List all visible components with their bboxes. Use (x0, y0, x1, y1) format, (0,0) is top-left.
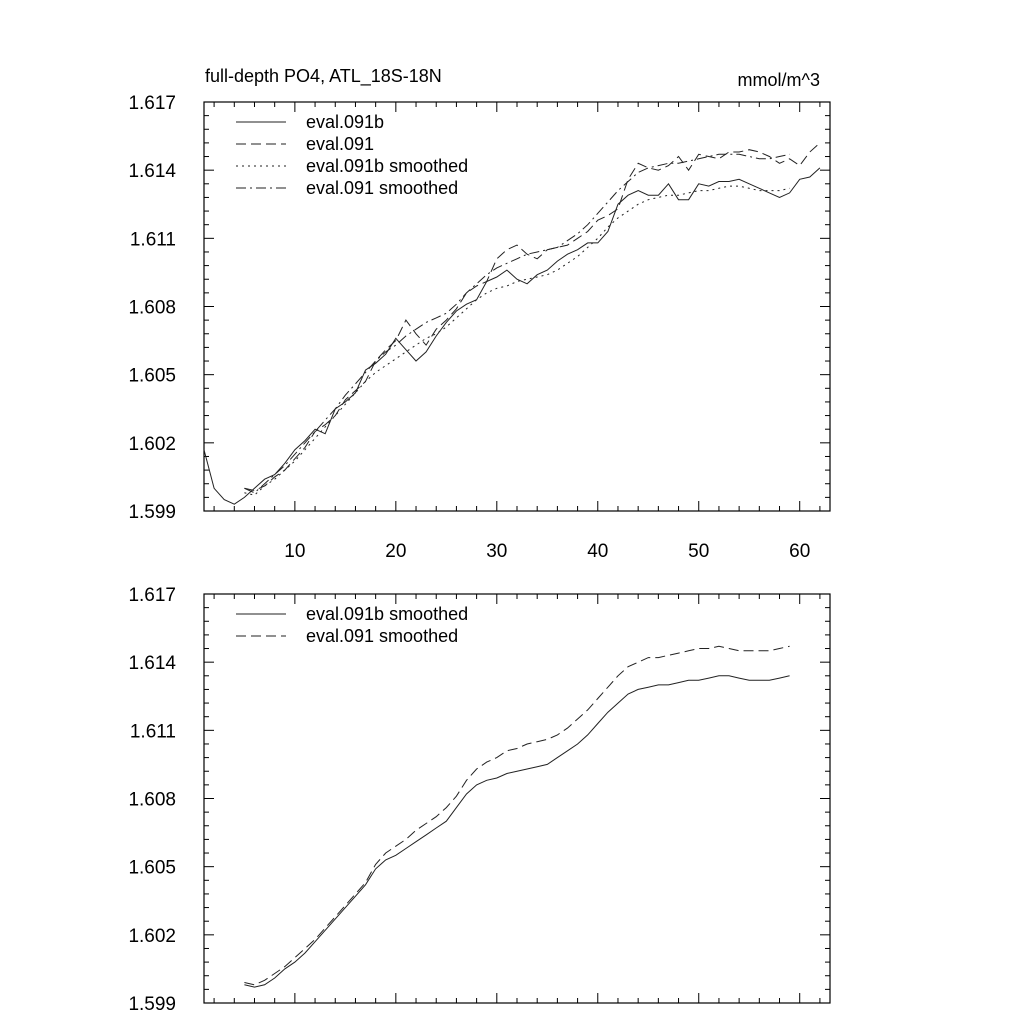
units-label: mmol/m^3 (738, 70, 820, 90)
y-tick-label: 1.602 (128, 434, 176, 455)
x-tick-label: 10 (284, 541, 305, 562)
x-tick-label: 60 (789, 541, 810, 562)
x-tick-label: 30 (486, 541, 507, 562)
y-tick-label: 1.611 (130, 229, 176, 250)
legend-label: eval.091 smoothed (306, 626, 458, 646)
y-tick-label: 1.608 (128, 298, 176, 319)
x-tick-label: 50 (688, 541, 709, 562)
y-tick-label: 1.617 (128, 585, 176, 606)
y-tick-label: 1.617 (128, 93, 176, 114)
y-tick-label: 1.605 (128, 858, 176, 879)
legend-label: eval.091b smoothed (306, 604, 468, 624)
chart-panel-bottom: 1.599 1.602 1.605 1.608 1.611 1.614 1.617 eval.… (128, 585, 831, 1015)
series-line-eval-091 (244, 142, 821, 492)
x-tick-label: 20 (385, 541, 406, 562)
legend-label: eval.091b smoothed (306, 156, 468, 176)
y-tick-label: 1.611 (130, 721, 176, 742)
legend-label: eval.091b (306, 112, 384, 132)
y-tick-label: 1.602 (128, 926, 176, 947)
chart-panel-top: 1.599 1.602 1.605 1.608 1.611 1.614 1.617 10 20 3… (128, 93, 831, 562)
y-tick-label: 1.599 (128, 502, 176, 523)
y-tick-label: 1.614 (128, 653, 176, 674)
x-tick-label: 40 (587, 541, 608, 562)
plot-frame (203, 101, 831, 512)
series-line-eval-091b (203, 167, 821, 505)
series-line-eval-091b-smoothed (244, 185, 790, 496)
series-line-eval-091b-smoothed (244, 675, 790, 988)
series-line-eval-091-smoothed (244, 645, 790, 986)
y-tick-label: 1.605 (128, 366, 176, 387)
y-tick-label: 1.599 (128, 994, 176, 1015)
series-line-eval-091-smoothed (244, 153, 790, 494)
plot-frame (203, 593, 831, 1004)
y-tick-label: 1.614 (128, 161, 176, 182)
legend-label: eval.091 (306, 134, 374, 154)
legend-label: eval.091 smoothed (306, 178, 458, 198)
y-tick-label: 1.608 (128, 790, 176, 811)
figure-title: full-depth PO4, ATL_18S-18N (205, 66, 442, 87)
